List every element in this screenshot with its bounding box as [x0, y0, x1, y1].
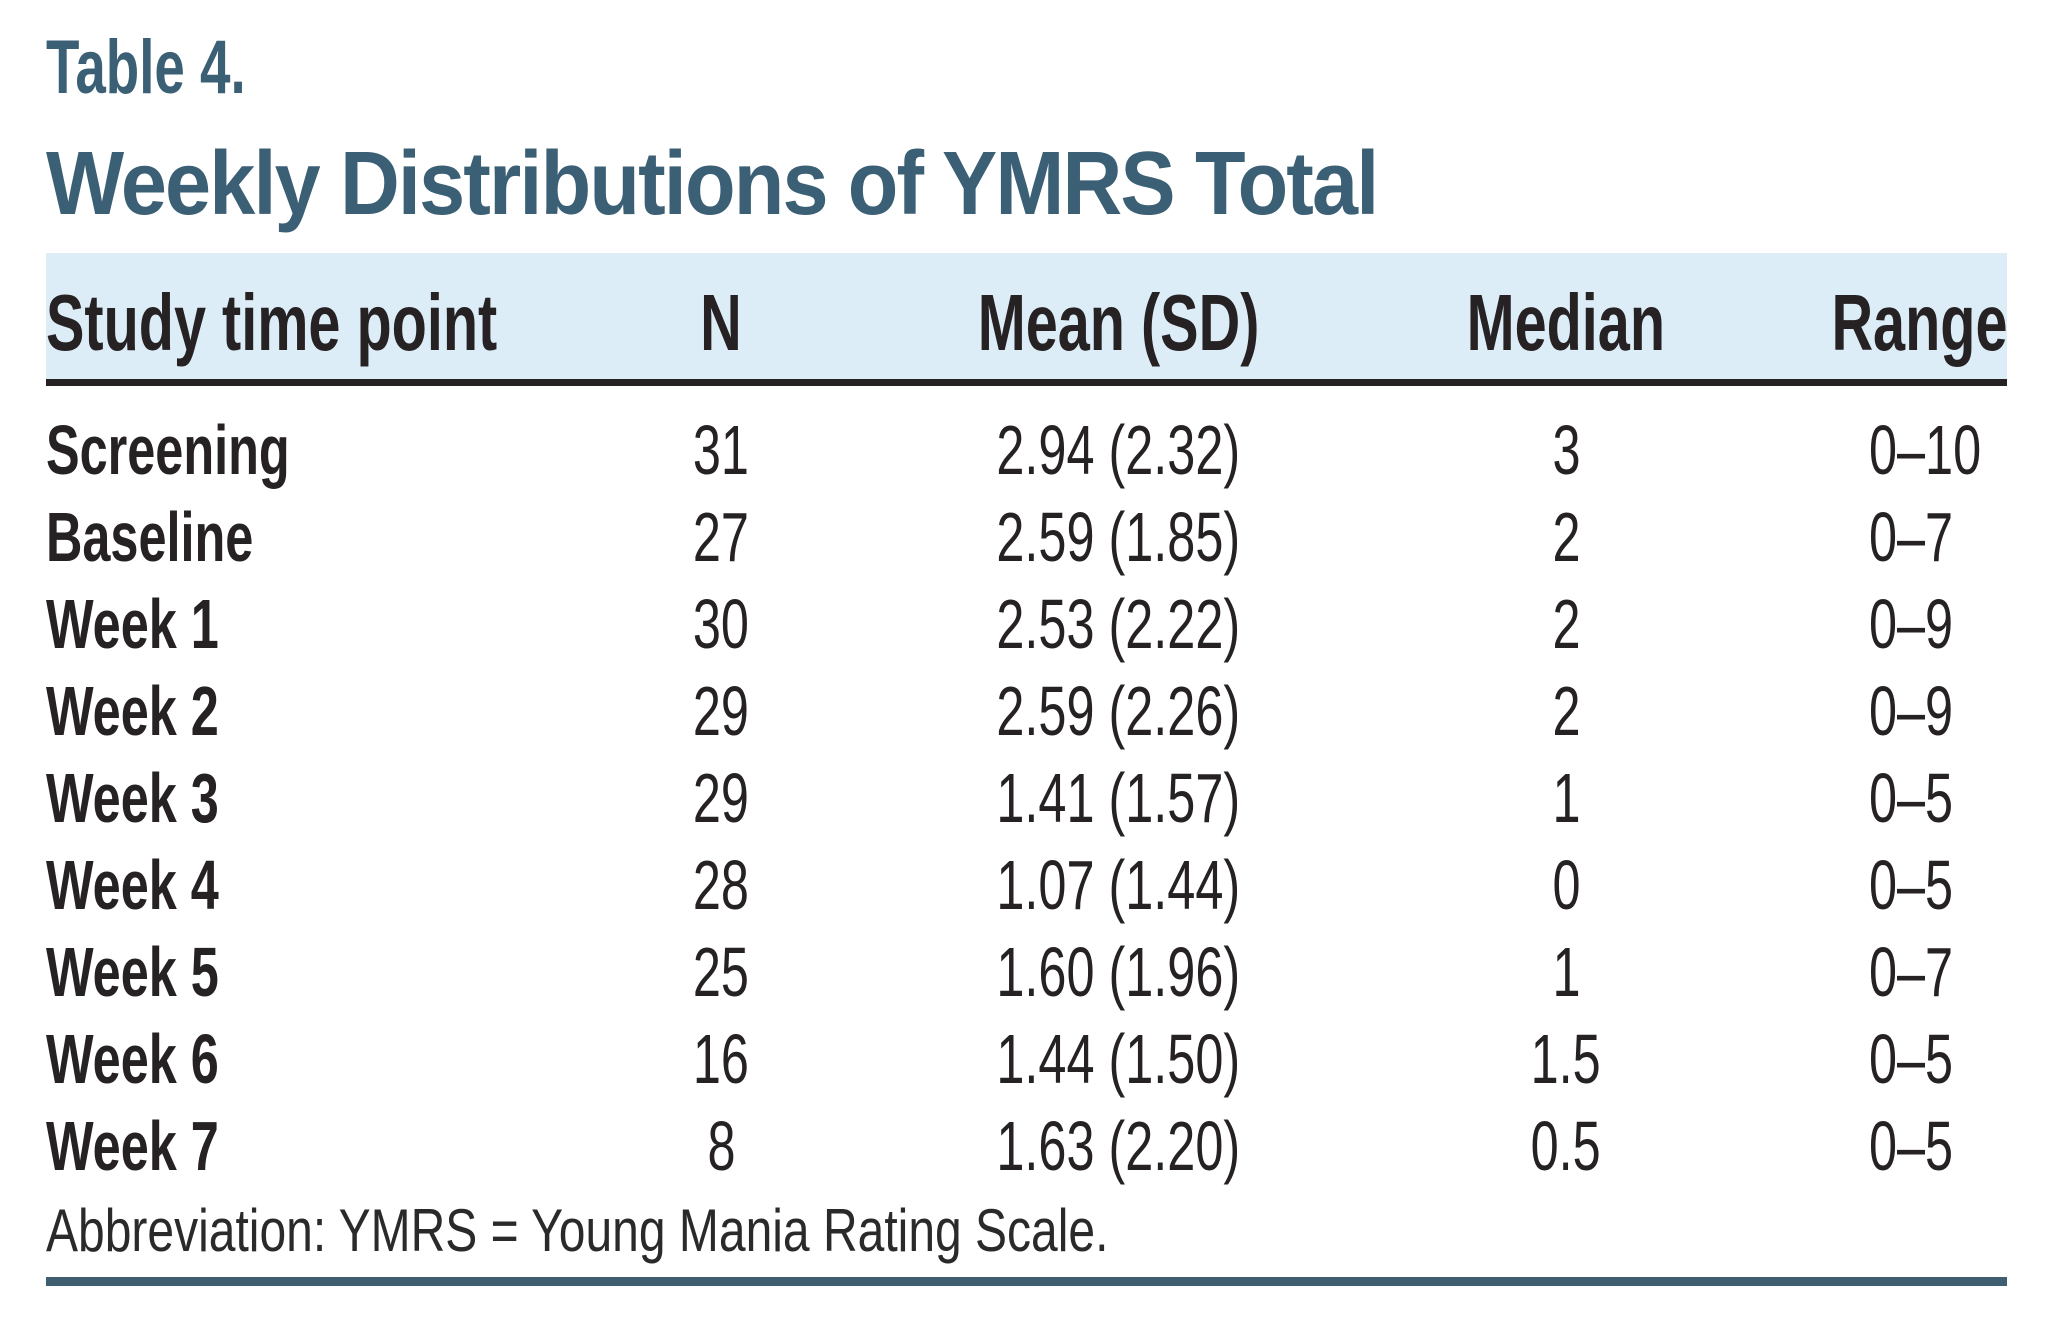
page-title-text: Weekly Distributions of YMRS Total	[46, 134, 1379, 234]
cell-range: 0–5	[1869, 845, 1954, 924]
cell-n: 25	[692, 932, 750, 1011]
cell-range: 0–7	[1869, 932, 1954, 1011]
col-header-n: N	[606, 253, 836, 386]
bottom-rule	[46, 1277, 2007, 1286]
cell-n: 31	[692, 410, 750, 489]
col-header-study-time-point: Study time point	[46, 253, 606, 386]
cell-mean-sd: 2.59 (2.26)	[996, 671, 1241, 750]
cell-range: 0–5	[1869, 1106, 1954, 1185]
cell-range: 0–9	[1869, 671, 1954, 750]
cell-time-point: Week 3	[46, 758, 219, 837]
cell-range: 0–7	[1869, 497, 1954, 576]
cell-mean-sd: 1.44 (1.50)	[996, 1019, 1241, 1098]
col-header-range: Range	[1731, 253, 2007, 386]
cell-n: 29	[692, 758, 750, 837]
cell-median: 2	[1551, 671, 1581, 750]
table-row: Week 4 28 1.07 (1.44) 0 0–5	[46, 841, 2007, 928]
table-label-text: Table 4.	[46, 25, 246, 110]
page-title: Weekly Distributions of YMRS Total	[46, 139, 1493, 229]
cell-median: 1	[1551, 932, 1581, 1011]
cell-median: 0	[1551, 845, 1581, 924]
cell-time-point: Week 7	[46, 1106, 219, 1185]
table-row: Week 5 25 1.60 (1.96) 1 0–7	[46, 928, 2007, 1015]
cell-mean-sd: 1.41 (1.57)	[996, 758, 1241, 837]
table-row: Screening 31 2.94 (2.32) 3 0–10	[46, 383, 2007, 494]
table-row: Baseline 27 2.59 (1.85) 2 0–7	[46, 493, 2007, 580]
cell-time-point: Week 4	[46, 845, 219, 924]
data-table: Study time point N Mean (SD) Median Rang…	[46, 253, 2007, 1189]
footnote: Abbreviation: YMRS = Young Mania Rating …	[46, 1196, 1374, 1265]
cell-range: 0–5	[1869, 758, 1954, 837]
cell-time-point: Week 2	[46, 671, 219, 750]
cell-range: 0–5	[1869, 1019, 1954, 1098]
cell-median: 2	[1551, 497, 1581, 576]
cell-time-point: Baseline	[46, 497, 254, 576]
cell-median: 0.5	[1530, 1106, 1602, 1185]
cell-median: 2	[1551, 584, 1581, 663]
col-header-median: Median	[1401, 253, 1731, 386]
cell-range: 0–9	[1869, 584, 1954, 663]
cell-mean-sd: 1.63 (2.20)	[996, 1106, 1241, 1185]
table-row: Week 1 30 2.53 (2.22) 2 0–9	[46, 580, 2007, 667]
table-row: Week 7 8 1.63 (2.20) 0.5 0–5	[46, 1102, 2007, 1189]
cell-n: 16	[692, 1019, 750, 1098]
cell-median: 1.5	[1530, 1019, 1602, 1098]
cell-n: 29	[692, 671, 750, 750]
cell-time-point: Week 1	[46, 584, 219, 663]
table-label: Table 4.	[46, 30, 323, 106]
cell-n: 27	[692, 497, 750, 576]
col-header-mean-sd: Mean (SD)	[836, 253, 1401, 386]
cell-mean-sd: 2.53 (2.22)	[996, 584, 1241, 663]
cell-mean-sd: 2.94 (2.32)	[996, 410, 1241, 489]
cell-time-point: Screening	[46, 410, 290, 489]
cell-mean-sd: 2.59 (1.85)	[996, 497, 1241, 576]
cell-n: 8	[706, 1106, 736, 1185]
cell-n: 30	[692, 584, 750, 663]
footnote-text: Abbreviation: YMRS = Young Mania Rating …	[46, 1197, 1109, 1264]
cell-n: 28	[692, 845, 750, 924]
header-row: Study time point N Mean (SD) Median Rang…	[46, 253, 2007, 386]
cell-median: 1	[1551, 758, 1581, 837]
cell-range: 0–10	[1869, 410, 1982, 489]
table-row: Week 6 16 1.44 (1.50) 1.5 0–5	[46, 1015, 2007, 1102]
cell-mean-sd: 1.07 (1.44)	[996, 845, 1241, 924]
cell-time-point: Week 5	[46, 932, 219, 1011]
cell-mean-sd: 1.60 (1.96)	[996, 932, 1241, 1011]
table-row: Week 2 29 2.59 (2.26) 2 0–9	[46, 667, 2007, 754]
cell-median: 3	[1551, 410, 1581, 489]
cell-time-point: Week 6	[46, 1019, 219, 1098]
table-row: Week 3 29 1.41 (1.57) 1 0–5	[46, 754, 2007, 841]
